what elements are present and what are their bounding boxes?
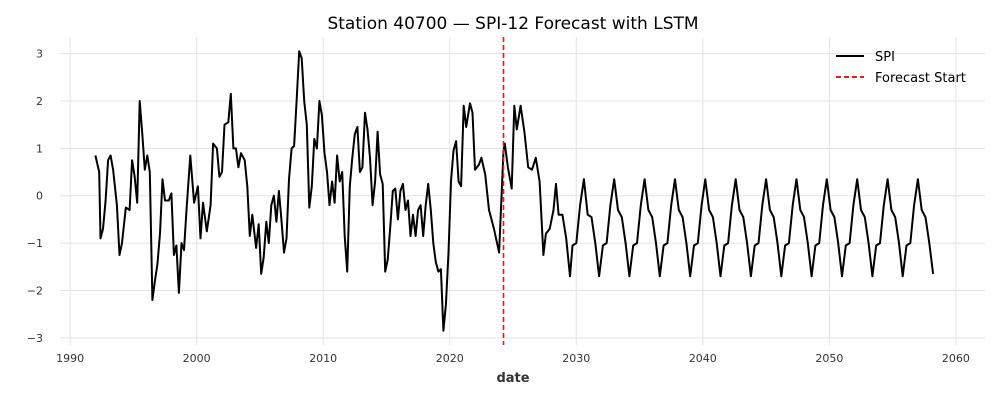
x-tick-label: 1990: [56, 352, 84, 365]
x-tick-label: 2060: [942, 352, 970, 365]
axis-tick-labels: 1990 2000 2010 2020 2030 2040 2050 2060 −3 −2 −1 0 1…: [27, 48, 970, 365]
x-tick-label: 2040: [689, 352, 717, 365]
legend-label: Forecast Start: [875, 71, 966, 86]
x-tick-label: 2010: [309, 352, 337, 365]
legend-label: SPI: [875, 50, 895, 65]
legend: SPI Forecast Start: [836, 50, 966, 86]
spi-series-line: [94, 50, 935, 332]
x-tick-label: 2030: [562, 352, 590, 365]
series-layer: [94, 50, 935, 332]
chart-title: Station 40700 — SPI-12 Forecast with LST…: [327, 14, 698, 34]
y-tick-label: 2: [36, 95, 43, 108]
y-tick-label: −1: [27, 237, 43, 250]
y-tick-label: −3: [27, 332, 43, 345]
y-tick-label: 1: [36, 142, 43, 155]
y-tick-label: 0: [36, 190, 43, 203]
x-axis-label: date: [496, 371, 529, 386]
x-tick-label: 2000: [183, 352, 211, 365]
y-tick-label: 3: [36, 48, 43, 61]
grid-lines: [60, 37, 985, 345]
x-tick-label: 2020: [436, 352, 464, 365]
y-tick-label: −2: [27, 285, 43, 298]
x-tick-label: 2050: [815, 352, 843, 365]
